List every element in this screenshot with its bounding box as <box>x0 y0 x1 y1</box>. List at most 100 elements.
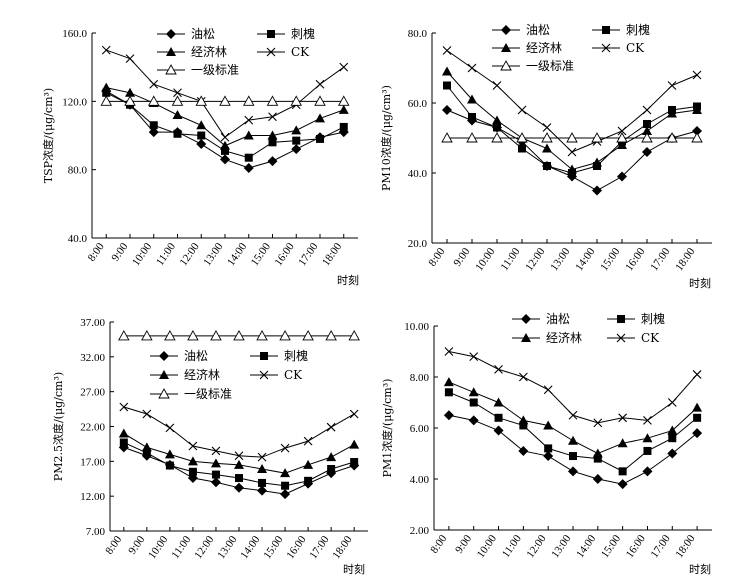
data-point <box>519 421 528 430</box>
data-point <box>692 428 703 439</box>
x-tick-label: 13:00 <box>548 245 572 273</box>
data-point <box>568 466 578 477</box>
data-point <box>616 132 628 143</box>
data-point <box>592 448 603 458</box>
data-point <box>233 330 245 341</box>
x-tick-label: 18:00 <box>330 533 354 561</box>
series-1 <box>443 410 703 490</box>
x-tick-label: 9:00 <box>453 532 474 555</box>
legend-marker <box>521 314 531 324</box>
data-point <box>543 162 551 170</box>
data-point <box>187 456 198 466</box>
x-tick-label: 10:00 <box>475 532 499 560</box>
x-tick-label: 14:00 <box>225 240 249 268</box>
data-point <box>469 398 478 407</box>
data-point <box>468 387 479 397</box>
data-point <box>124 95 136 106</box>
series-3 <box>101 82 349 150</box>
data-point <box>148 127 159 138</box>
data-point <box>118 428 129 438</box>
x-axis-title: 时刻 <box>689 276 711 290</box>
data-point <box>518 372 528 382</box>
data-point <box>667 425 678 435</box>
x-tick-label: 15:00 <box>598 245 622 273</box>
data-point <box>211 446 221 456</box>
x-tick-label: 16:00 <box>623 245 647 273</box>
legend-label: 一级标准 <box>191 63 239 77</box>
chart-2: 20.040.060.080.08:00 9:00 10:00 11:00 12:00 1… <box>379 22 712 290</box>
data-point <box>292 136 301 145</box>
data-point <box>172 110 183 119</box>
data-point <box>593 418 603 428</box>
x-tick-label: 9:00 <box>451 245 472 268</box>
x-tick-label: 11:00 <box>498 245 522 272</box>
data-point <box>541 132 553 143</box>
data-point <box>443 377 454 387</box>
x-tick-label: 11:00 <box>500 532 524 559</box>
x-tick-label: 9:00 <box>126 533 147 556</box>
y-tick-label: 2.00 <box>410 525 430 537</box>
data-point <box>220 154 230 165</box>
legend-marker <box>501 43 511 52</box>
legend-marker <box>267 30 275 38</box>
data-point <box>617 171 627 182</box>
data-point <box>667 398 677 407</box>
data-point <box>567 164 577 174</box>
series-2 <box>444 388 702 476</box>
data-point <box>314 95 326 106</box>
data-point <box>280 489 291 500</box>
x-tick-label: 13:00 <box>549 532 573 560</box>
data-point <box>100 95 113 106</box>
data-point <box>444 388 453 397</box>
x-tick-label: 18:00 <box>320 240 344 268</box>
data-point <box>195 95 208 106</box>
data-point <box>443 410 454 421</box>
legend-label: 一级标准 <box>184 387 232 401</box>
x-tick-label: 8:00 <box>86 240 107 263</box>
series-1 <box>442 105 702 196</box>
data-point <box>516 132 528 143</box>
data-point <box>290 95 303 106</box>
data-point <box>101 45 111 55</box>
data-point <box>692 370 702 379</box>
data-point <box>210 330 222 341</box>
data-point <box>149 121 158 130</box>
data-point <box>591 132 603 143</box>
data-point <box>173 88 182 98</box>
chart-3: 7.00 12.00 17.00 22.00 27.00 32.00 37.00 8:00 9:… <box>51 317 368 576</box>
data-point <box>567 147 577 157</box>
data-point <box>693 413 702 422</box>
series-line <box>448 351 698 424</box>
data-point <box>692 402 703 412</box>
legend-label: CK <box>284 368 303 382</box>
legend-label: 油松 <box>191 27 215 41</box>
legend-marker <box>159 351 169 361</box>
x-tick-label: 9:00 <box>109 240 130 263</box>
data-point <box>542 123 552 132</box>
x-tick-label: 11:00 <box>169 533 193 560</box>
y-tick-label: 8.00 <box>410 372 430 384</box>
data-point <box>102 88 111 97</box>
data-point <box>325 330 337 341</box>
data-point <box>667 448 678 459</box>
data-point <box>568 435 578 445</box>
data-point <box>188 467 197 476</box>
x-axis-title: 时刻 <box>343 562 365 576</box>
series-4 <box>444 347 702 428</box>
x-tick-label: 12:00 <box>192 533 216 561</box>
x-tick-label: 17:00 <box>307 533 331 561</box>
data-point <box>592 185 602 196</box>
data-point <box>234 451 244 461</box>
data-point <box>643 120 651 128</box>
legend-label: 油松 <box>526 23 550 37</box>
data-point <box>568 410 578 420</box>
series-1 <box>118 442 360 500</box>
series-5 <box>441 132 703 143</box>
x-tick-label: 17:00 <box>296 240 320 268</box>
x-tick-label: 14:00 <box>238 533 262 561</box>
data-point <box>592 474 603 484</box>
data-point <box>187 330 199 341</box>
x-tick-label: 10:00 <box>473 245 497 273</box>
